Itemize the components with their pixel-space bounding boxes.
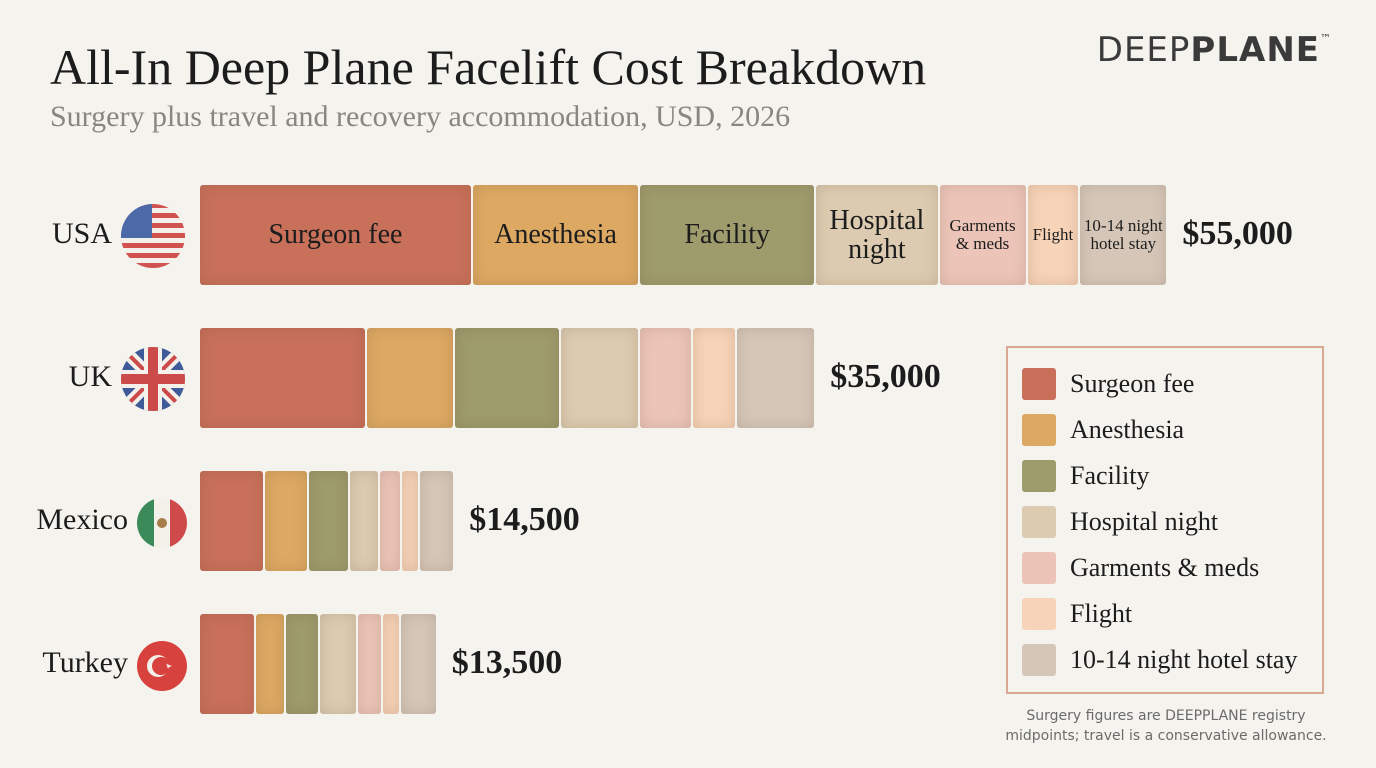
- legend-label: Anesthesia: [1070, 415, 1185, 444]
- legend-label: Facility: [1070, 461, 1150, 490]
- category-label: Mexico: [36, 503, 128, 536]
- total-label: $13,500: [451, 644, 563, 681]
- bar-segment: [200, 614, 255, 714]
- bar-segment: [309, 471, 348, 571]
- bar-segment: Hospital night: [816, 185, 938, 285]
- bar-segment: [200, 471, 264, 571]
- total-label: $14,500: [469, 501, 580, 538]
- bar-segment: Surgeon fee: [200, 185, 471, 285]
- chart-title: All-In Deep Plane Facelift Cost Breakdow…: [50, 39, 927, 95]
- bar-segment: [400, 614, 436, 714]
- bar-segment: [737, 328, 815, 428]
- bar-segment: [358, 614, 382, 714]
- bar-segment: [200, 328, 366, 428]
- bar-segment: [349, 471, 378, 571]
- legend-swatch: [1022, 414, 1056, 446]
- bar-segment: Garments & meds: [939, 185, 1026, 285]
- legend-item: Flight: [1022, 598, 1132, 630]
- bar-segment: [367, 328, 454, 428]
- legend-swatch: [1022, 644, 1056, 676]
- category-label: Turkey: [42, 646, 128, 679]
- bar-segment: [286, 614, 318, 714]
- bar-segment: [420, 471, 454, 571]
- brand-bold: PLANE: [1190, 30, 1320, 70]
- bar-segment: Facility: [640, 185, 815, 285]
- legend-label: Flight: [1070, 599, 1133, 628]
- bar-segment: Anesthesia: [472, 185, 639, 285]
- legend-swatch: [1022, 552, 1056, 584]
- legend-label: Garments & meds: [1070, 553, 1260, 582]
- bar-segment: [256, 614, 285, 714]
- total-label: $55,000: [1182, 215, 1293, 252]
- legend: Surgeon fee Anesthesia Facility Hospital ni…: [1006, 346, 1324, 694]
- segment-label: Anesthesia: [494, 219, 617, 251]
- total-label: $35,000: [830, 358, 941, 395]
- legend-swatch: [1022, 460, 1056, 492]
- segment-label: Facility: [684, 219, 770, 251]
- legend-swatch: [1022, 506, 1056, 538]
- segment-label: Garments & meds: [949, 216, 1016, 253]
- flag-turkey: [137, 641, 187, 691]
- legend-item: Surgeon fee: [1022, 368, 1194, 400]
- bar-segment: [265, 471, 308, 571]
- bar-segment: [402, 471, 419, 571]
- footnote: Surgery figures are DEEPPLANE registry m…: [1005, 708, 1327, 745]
- flag-mexico: [137, 498, 187, 548]
- segment-label: Hospital night: [829, 204, 925, 265]
- category-label: UK: [68, 360, 112, 393]
- segment-label: Flight: [1032, 225, 1074, 245]
- legend-item: Facility: [1022, 460, 1149, 492]
- bar-segment: [640, 328, 691, 428]
- bar-segment: Flight: [1027, 185, 1079, 285]
- legend-item: Hospital night: [1022, 506, 1218, 538]
- category-label: USA: [51, 217, 112, 250]
- bar-segment: [379, 471, 401, 571]
- chart-subtitle: Surgery plus travel and recovery accommo…: [50, 100, 791, 133]
- legend-label: 10-14 night hotel stay: [1070, 645, 1298, 674]
- legend-item: Garments & meds: [1022, 552, 1259, 584]
- legend-item: Anesthesia: [1022, 414, 1184, 446]
- bar-segment: [455, 328, 559, 428]
- flag-uk: [121, 347, 185, 411]
- trademark: ™: [1320, 32, 1332, 45]
- legend-swatch: [1022, 368, 1056, 400]
- bar-segment: [319, 614, 357, 714]
- legend-swatch: [1022, 598, 1056, 630]
- segment-label: Surgeon fee: [268, 219, 403, 251]
- bar-segment: [560, 328, 639, 428]
- brand-light: DEEP: [1096, 30, 1191, 70]
- brand-logo: DEEPPLANE™: [1097, 30, 1332, 70]
- bar-segment: [693, 328, 736, 428]
- segment-label: 10-14 night hotel stay: [1083, 216, 1163, 253]
- legend-label: Hospital night: [1070, 507, 1219, 536]
- flag-usa: [121, 204, 185, 268]
- legend-item: 10-14 night hotel stay: [1022, 644, 1297, 676]
- bar-segment: 10-14 night hotel stay: [1080, 185, 1167, 285]
- legend-label: Surgeon fee: [1070, 369, 1195, 398]
- bar-segment: [383, 614, 399, 714]
